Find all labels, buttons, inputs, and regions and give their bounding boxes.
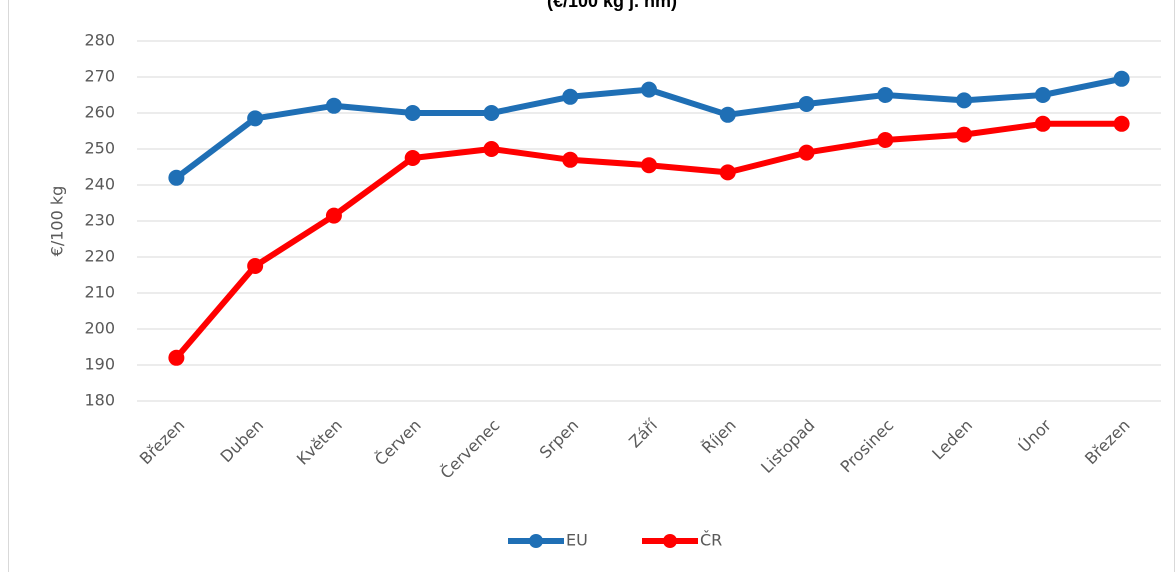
point (1113, 70, 1130, 87)
point (562, 88, 579, 105)
point (641, 157, 657, 174)
point (325, 97, 342, 114)
point (404, 105, 421, 121)
y-tick-label: 270 (84, 67, 115, 86)
point (168, 349, 185, 366)
x-tick-label: Únor (1014, 415, 1055, 456)
point (483, 141, 500, 157)
x-tick-label: Září (625, 415, 661, 451)
point (719, 164, 736, 181)
point (641, 81, 657, 98)
y-tick-label: 180 (84, 391, 115, 410)
point (247, 110, 264, 127)
point (1034, 87, 1051, 103)
point (247, 258, 264, 274)
x-tick-label: Duben (217, 416, 268, 467)
x-tick-label: Říjen (698, 416, 740, 458)
legend-label: ČR (700, 531, 722, 550)
point (877, 87, 894, 103)
x-tick-label: Prosinec (837, 416, 898, 477)
x-tick-label: Leden (928, 416, 976, 464)
y-tick-label: 260 (84, 103, 115, 122)
y-tick-label: 280 (84, 31, 115, 50)
x-tick-label: Srpen (536, 416, 583, 463)
point (798, 96, 815, 112)
point (956, 126, 973, 143)
point (562, 151, 579, 168)
x-tick-label: Červen (371, 416, 425, 470)
legend-marker (663, 534, 677, 548)
legend-label: EU (566, 531, 588, 550)
y-tick-label: 230 (84, 211, 115, 230)
point (168, 169, 185, 186)
point (798, 144, 815, 161)
point (956, 92, 973, 109)
point (404, 150, 421, 166)
x-tick-label: Březen (1081, 416, 1134, 469)
chart-title: (€/100 kg j. hm) (547, 0, 677, 11)
x-tick-label: Červenec (437, 416, 504, 483)
y-tick-label: 220 (84, 247, 115, 266)
legend-marker (529, 534, 543, 548)
point (719, 106, 736, 123)
point (325, 207, 342, 224)
x-tick-label: Březen (136, 416, 189, 469)
y-tick-label: 210 (84, 283, 115, 302)
x-tick-label: Listopad (757, 416, 818, 477)
chart-border (8, 0, 1175, 572)
point (877, 132, 894, 148)
y-tick-label: 200 (84, 319, 115, 338)
point (1113, 115, 1130, 132)
y-tick-label: 190 (84, 355, 115, 374)
y-tick-label: 250 (84, 139, 115, 158)
point (1034, 115, 1051, 132)
y-axis-label: €/100 kg (48, 186, 67, 257)
point (483, 105, 500, 121)
y-tick-label: 240 (84, 175, 115, 194)
x-tick-label: Květen (293, 416, 346, 469)
